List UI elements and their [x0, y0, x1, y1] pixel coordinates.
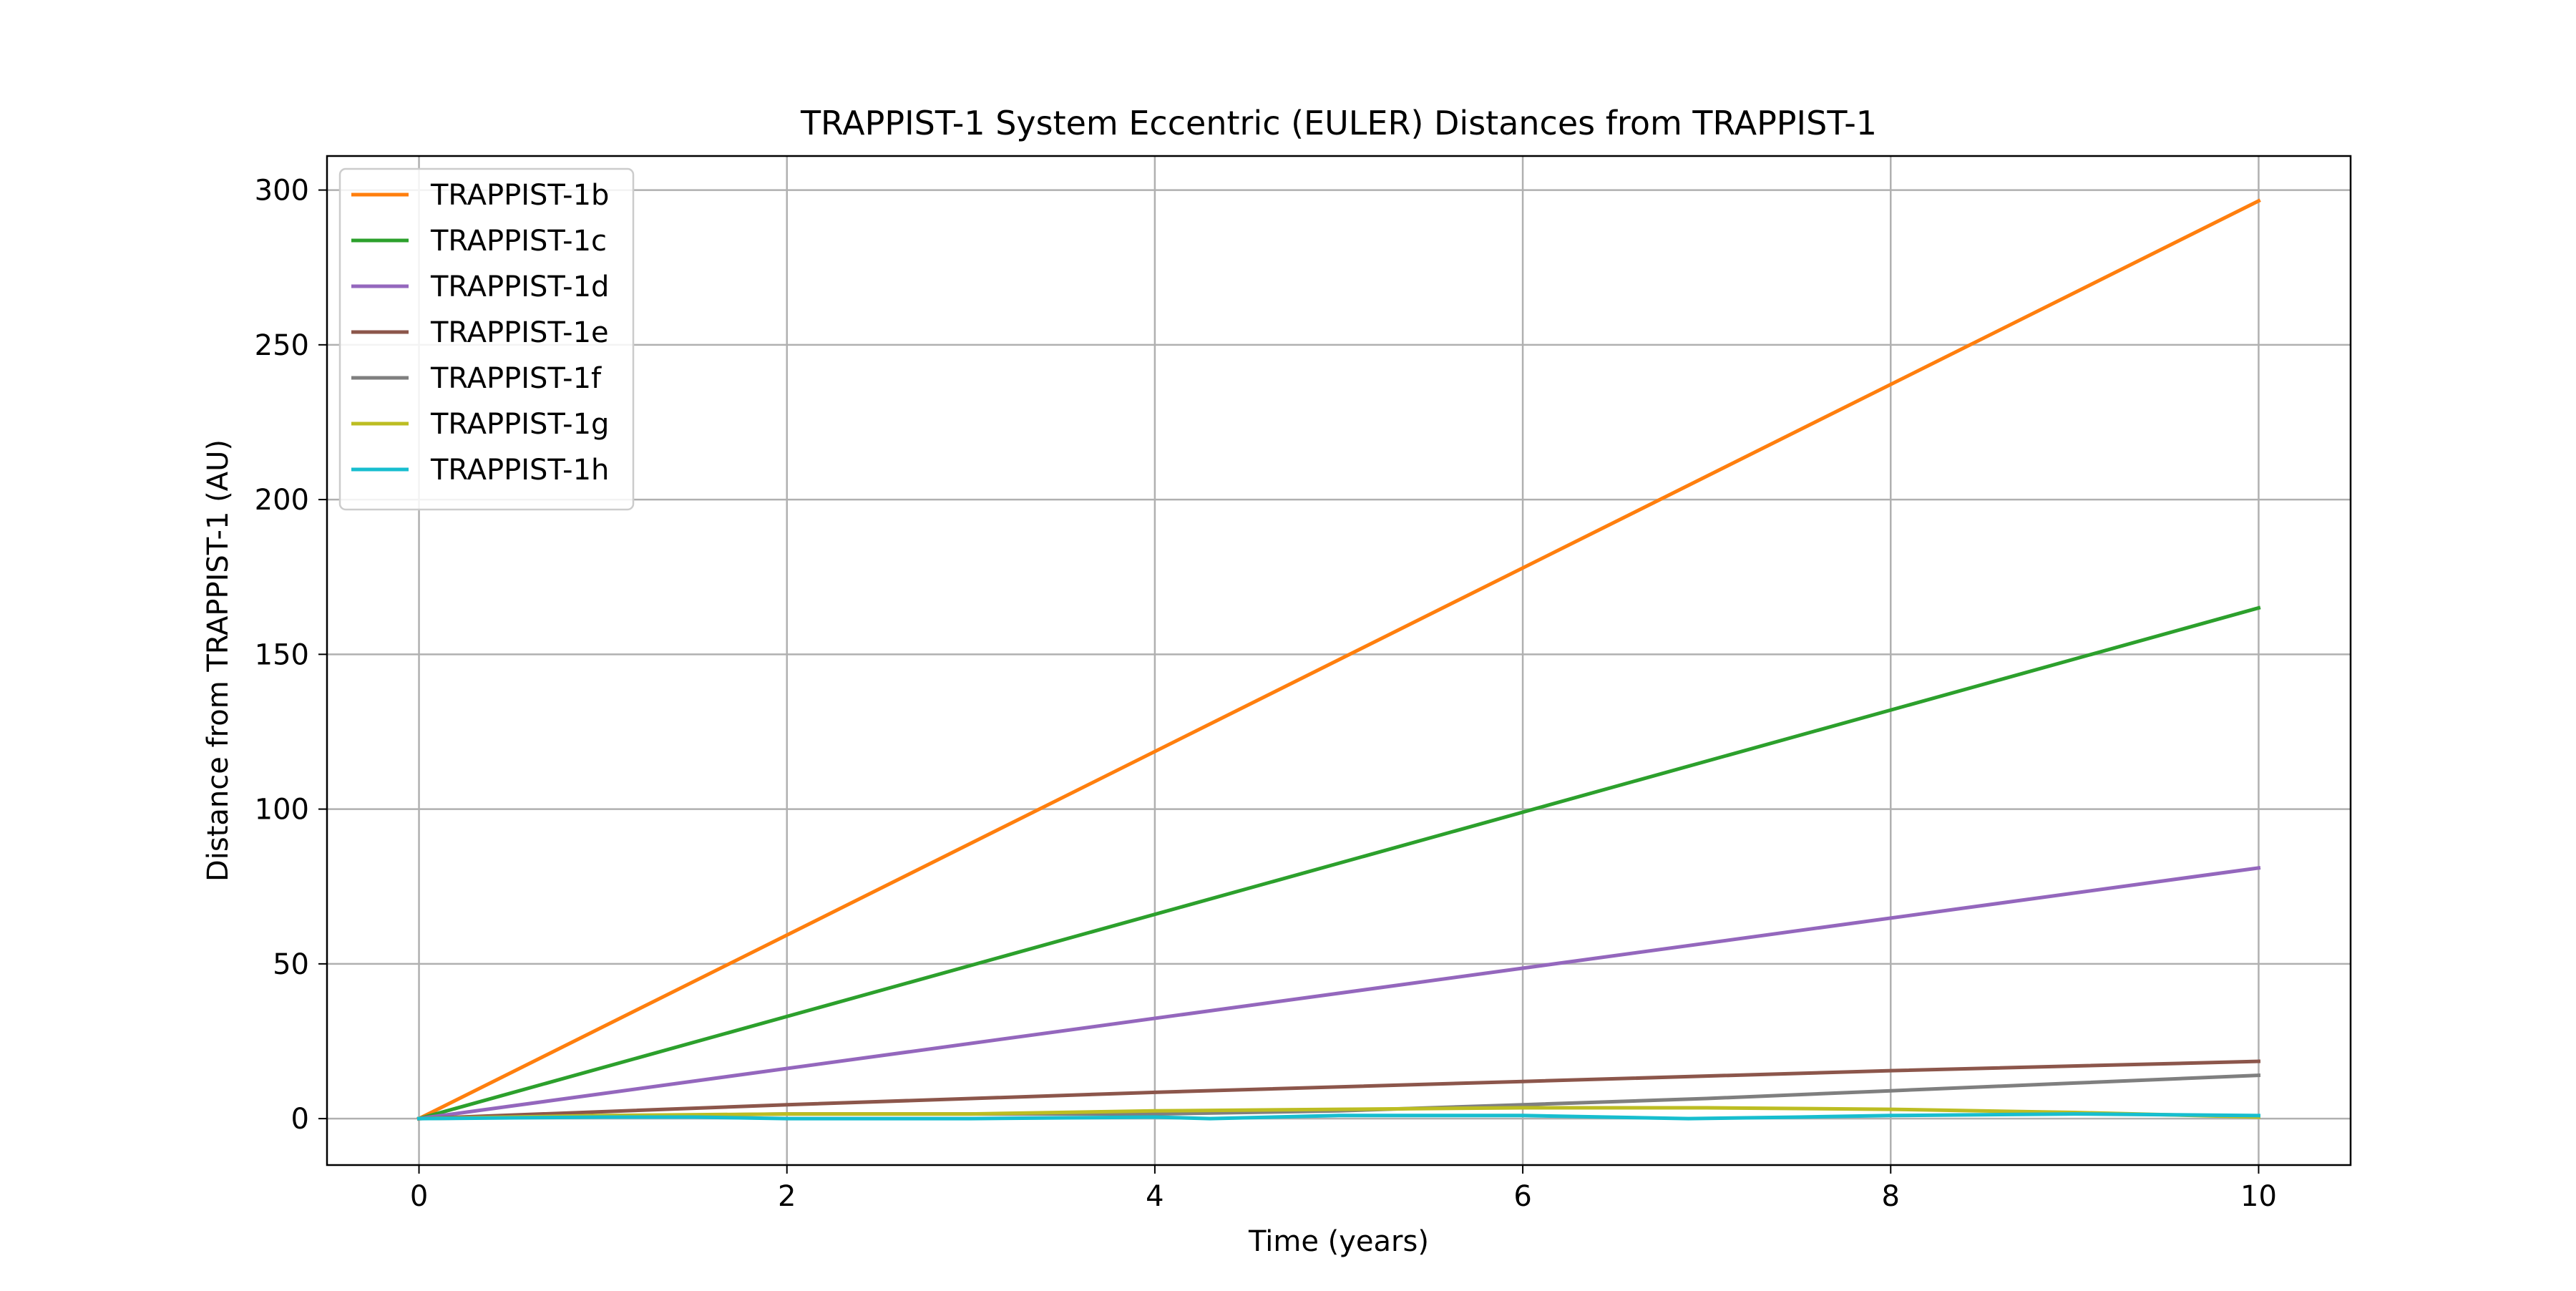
plot-frame	[326, 155, 2352, 1166]
y-tick-label: 100	[255, 794, 309, 827]
legend-label-trappist-1b: TRAPPIST-1b	[430, 179, 609, 212]
y-tick-label: 50	[273, 948, 309, 981]
y-tick-label: 150	[255, 638, 309, 671]
x-tick-label: 4	[1146, 1180, 1163, 1213]
legend-label-trappist-1g: TRAPPIST-1g	[430, 408, 609, 441]
series-line-trappist-1h	[416, 1112, 2261, 1121]
x-tick-label: 8	[1882, 1180, 1900, 1213]
chart-title: TRAPPIST-1 System Eccentric (EULER) Dist…	[800, 104, 1877, 142]
legend-label-trappist-1d: TRAPPIST-1d	[430, 271, 609, 303]
y-tick-label: 0	[291, 1103, 309, 1136]
legend-label-trappist-1h: TRAPPIST-1h	[430, 454, 609, 487]
legend-label-trappist-1c: TRAPPIST-1c	[430, 225, 607, 258]
legend-label-trappist-1f: TRAPPIST-1f	[430, 362, 602, 395]
x-tick-label: 0	[410, 1180, 428, 1213]
series-lines	[416, 198, 2261, 1121]
legend: TRAPPIST-1b TRAPPIST-1c TRAPPIST-1d TRAPPIS…	[338, 167, 635, 511]
series-line-trappist-1b	[416, 198, 2261, 1121]
series-line-trappist-1e	[416, 1059, 2261, 1121]
x-tick-label: 2	[778, 1180, 796, 1213]
series-line-trappist-1c	[416, 605, 2261, 1121]
x-axis-label: Time (years)	[1248, 1225, 1429, 1258]
series-line-trappist-1d	[416, 865, 2261, 1121]
y-tick-label: 300	[255, 175, 309, 208]
legend-box	[338, 167, 635, 511]
y-tick-label: 250	[255, 329, 309, 362]
x-tick-label: 6	[1513, 1180, 1531, 1213]
x-tick-label: 10	[2240, 1180, 2277, 1213]
grid	[327, 156, 2351, 1165]
series-line-trappist-1g	[416, 1106, 2261, 1121]
y-axis-label: Distance from TRAPPIST-1 (AU)	[202, 439, 235, 882]
y-tick-label: 200	[255, 484, 309, 517]
legend-label-trappist-1e: TRAPPIST-1e	[430, 316, 609, 349]
